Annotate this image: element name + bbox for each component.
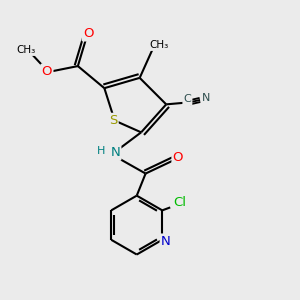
Text: CH₃: CH₃	[149, 40, 169, 50]
Text: O: O	[173, 151, 183, 164]
Text: H: H	[97, 146, 106, 156]
Text: N: N	[202, 93, 210, 103]
Text: Cl: Cl	[173, 196, 186, 209]
Text: CH₃: CH₃	[17, 45, 36, 55]
Text: O: O	[83, 27, 93, 40]
Text: S: S	[109, 114, 117, 127]
Text: O: O	[42, 65, 52, 78]
Text: N: N	[161, 235, 171, 248]
Text: C: C	[184, 94, 191, 104]
Text: N: N	[110, 146, 120, 159]
